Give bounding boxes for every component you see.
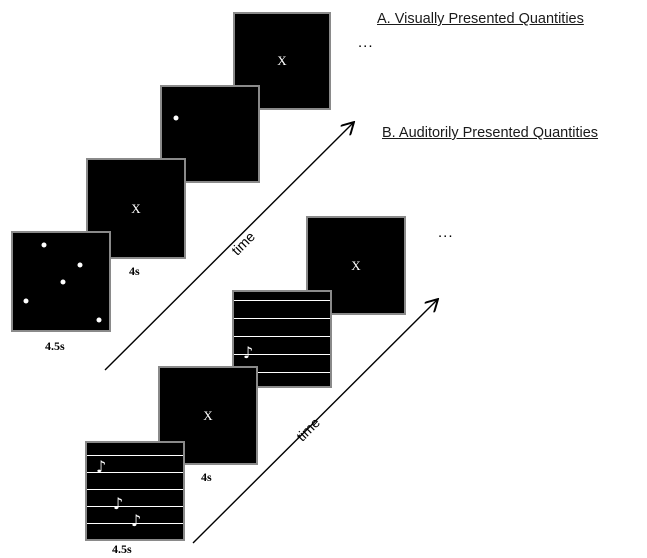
music-note-icon: ♪ [243, 343, 254, 362]
visual-fixation-panel-2: X [233, 12, 331, 110]
staff-line [87, 523, 183, 524]
time-arrow-auditory [192, 300, 437, 544]
dot [23, 298, 29, 304]
fixation-cross: X [277, 53, 287, 68]
fixation-cross: X [203, 407, 213, 423]
staff-line [234, 336, 330, 337]
visual-dot-panel-2 [160, 85, 260, 183]
visual-ellipsis: ... [358, 34, 374, 51]
visual-section-heading: A. Visually Presented Quantities [377, 11, 584, 27]
staff-line [234, 318, 330, 319]
staff-line [87, 472, 183, 473]
dot [60, 279, 66, 285]
visual-fixation-duration: 4s [129, 264, 140, 278]
fixation-cross: X [131, 200, 141, 216]
auditory-ellipsis: ... [438, 224, 454, 241]
auditory-section-heading: B. Auditorily Presented Quantities [382, 125, 599, 141]
dot [96, 317, 102, 323]
music-note-icon: ♪ [113, 494, 124, 513]
visual-dot-panel-1 [11, 231, 111, 332]
auditory-stimulus-duration: 4.5s [112, 542, 132, 556]
staff-line [87, 506, 183, 507]
visual-stimulus-duration: 4.5s [45, 339, 65, 353]
time-arrow-visual [104, 123, 353, 371]
dot [173, 115, 179, 121]
auditory-fixation-duration: 4s [201, 470, 212, 484]
music-note-icon: ♪ [131, 511, 142, 530]
staff-line [87, 455, 183, 456]
staff-line [87, 489, 183, 490]
dot [41, 242, 47, 248]
music-note-icon: ♪ [96, 457, 107, 476]
staff-line [234, 354, 330, 355]
dot [77, 262, 83, 268]
auditory-fixation-panel-1: X [158, 366, 258, 465]
fixation-cross: X [351, 257, 361, 273]
staff-line [234, 372, 330, 373]
staff-line [234, 300, 330, 301]
auditory-staff-panel-1: ♪ ♪ ♪ [85, 441, 185, 541]
